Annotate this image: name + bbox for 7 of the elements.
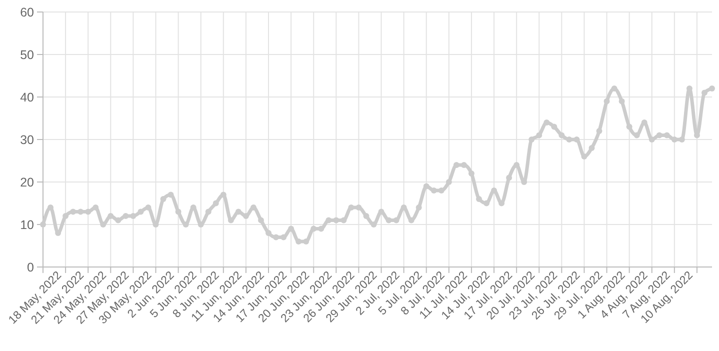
y-tick-label: 10	[20, 218, 34, 232]
y-tick-label: 0	[27, 260, 34, 274]
y-tick-label: 60	[20, 5, 34, 20]
y-tick-label: 40	[20, 90, 34, 104]
y-tick-label: 20	[20, 175, 34, 190]
y-tick-label: 30	[20, 132, 34, 147]
y-tick-label: 50	[20, 48, 34, 62]
